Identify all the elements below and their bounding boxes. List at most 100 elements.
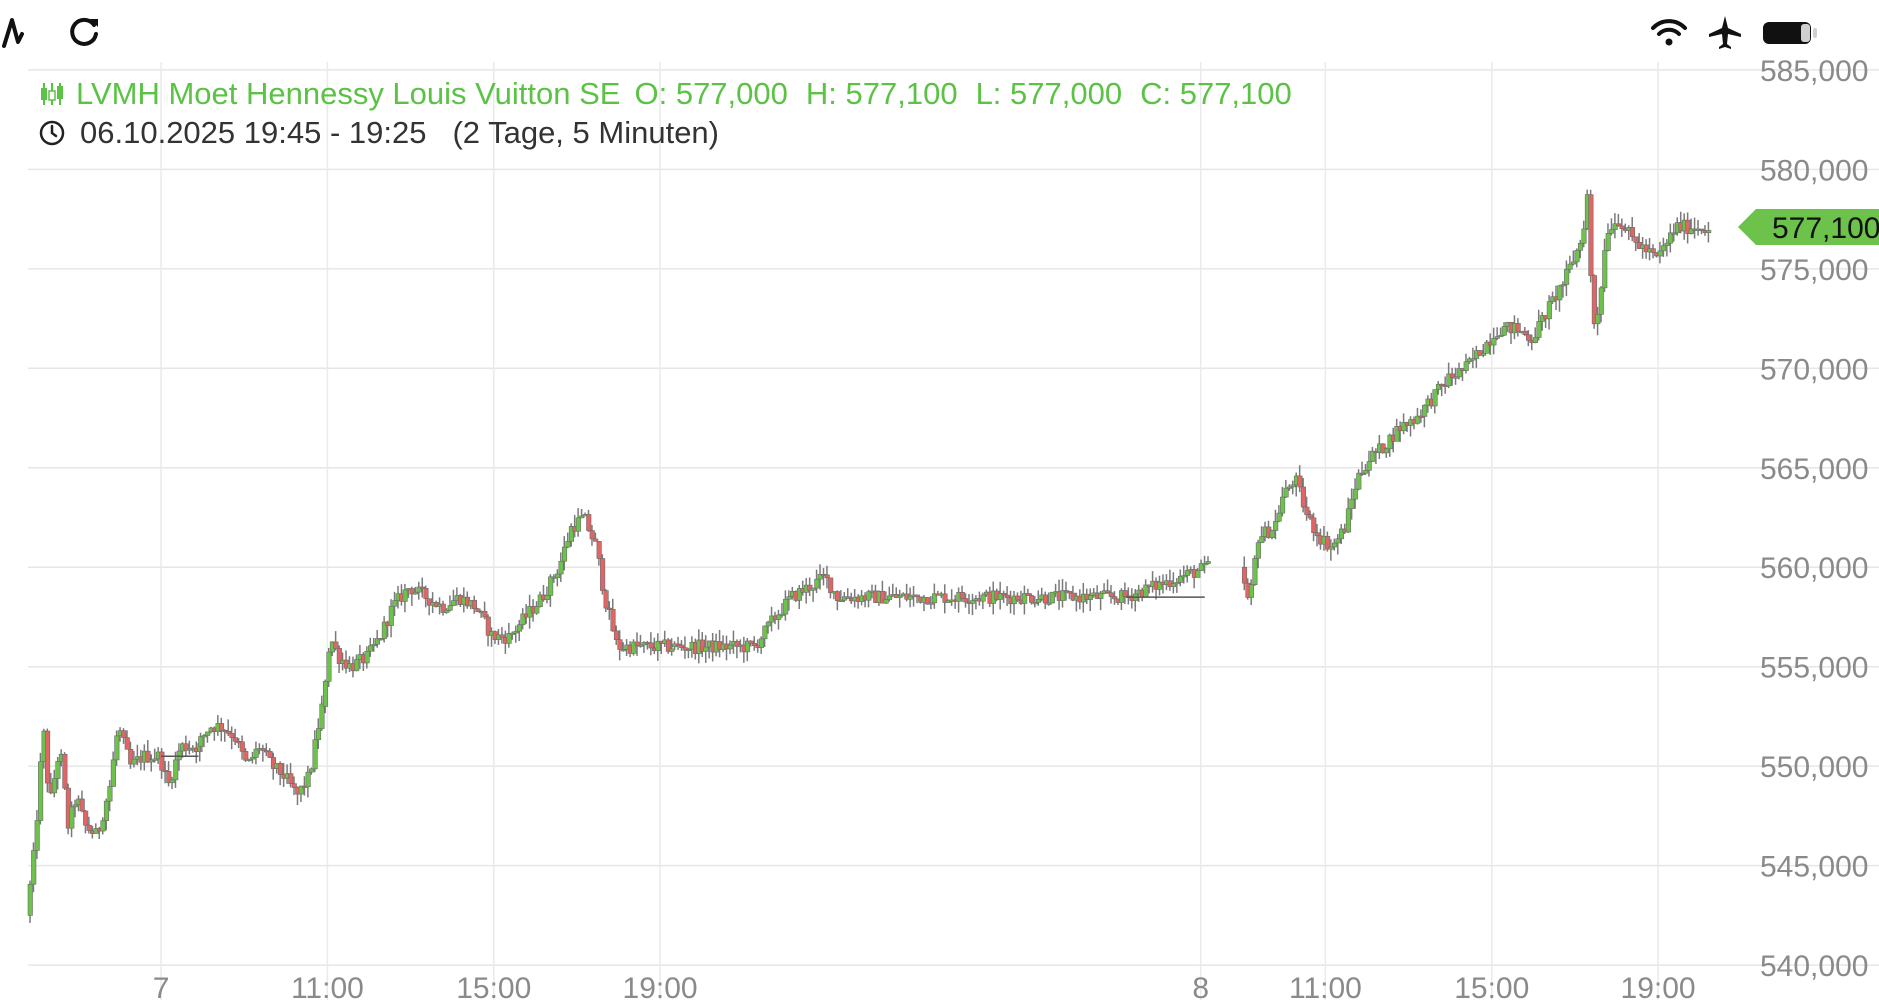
candle-body	[1046, 602, 1052, 605]
candle-body	[419, 586, 426, 589]
candle-body	[107, 786, 113, 802]
x-tick-label: 19:00	[1621, 972, 1696, 1005]
candle-body	[1612, 223, 1618, 230]
candle-body	[291, 783, 297, 788]
candle-body	[634, 641, 640, 647]
candle-body	[1202, 563, 1208, 566]
x-tick-label: 15:00	[1454, 972, 1529, 1005]
candle-body	[620, 649, 626, 652]
candle-body	[354, 659, 360, 672]
candle-body	[333, 641, 339, 649]
candle-body	[1307, 514, 1313, 519]
candle-body	[516, 624, 523, 632]
candle-body	[980, 594, 986, 602]
candle-body	[1174, 582, 1180, 585]
candle-body	[810, 587, 816, 591]
candle-body	[510, 632, 516, 635]
candle-body	[1049, 591, 1055, 604]
candle-body	[131, 758, 137, 765]
x-tick-label: 11:00	[291, 972, 364, 1005]
candle-body	[416, 586, 422, 593]
candle-body	[69, 806, 75, 829]
candle-body	[270, 757, 277, 769]
candle-body	[1108, 592, 1114, 597]
candle-body	[205, 731, 211, 736]
candle-body	[817, 574, 823, 580]
candle-body	[914, 594, 920, 598]
candle-body	[1259, 536, 1265, 543]
y-tick-label: 545,000	[1760, 851, 1868, 884]
candle-body	[315, 728, 322, 741]
candle-body	[537, 594, 543, 608]
candle-body	[72, 804, 78, 808]
candle-body	[114, 735, 120, 761]
candle-body	[568, 526, 574, 542]
candle-body	[1195, 570, 1201, 578]
candle-body	[959, 591, 965, 599]
candle-body	[617, 639, 623, 650]
candle-body	[748, 640, 754, 644]
y-tick-label: 550,000	[1760, 751, 1868, 784]
candle-body	[169, 779, 175, 784]
candle-body	[880, 590, 886, 604]
candle-body	[1515, 323, 1521, 332]
candle-body	[997, 592, 1003, 600]
activity-icon[interactable]	[0, 12, 40, 52]
candle-body	[520, 613, 526, 626]
candle-body	[1273, 520, 1279, 531]
refresh-icon[interactable]	[64, 12, 104, 52]
y-tick-label: 580,000	[1760, 154, 1868, 187]
candle-body	[586, 514, 592, 531]
candle-body	[783, 598, 789, 615]
candle-body	[374, 638, 381, 645]
chart-header: LVMH Moet Hennessy Louis Vuitton SE O: 5…	[38, 74, 1292, 152]
candle-body	[1688, 228, 1694, 234]
candle-body	[381, 621, 387, 639]
candle-body	[932, 593, 938, 604]
candle-body	[440, 603, 446, 613]
candle-body	[1498, 334, 1504, 338]
candle-body	[1574, 250, 1580, 263]
x-tick-label: 11:00	[1289, 972, 1362, 1005]
candle-body	[727, 644, 733, 650]
candle-body	[631, 641, 637, 654]
candle-body	[1668, 232, 1674, 244]
candle-body	[1345, 508, 1351, 533]
status-bar	[0, 0, 1879, 60]
candle-body	[1022, 593, 1028, 604]
candle-body	[364, 650, 370, 664]
candle-body	[807, 584, 813, 591]
candle-body	[1332, 542, 1338, 548]
candle-body	[1112, 596, 1118, 600]
candle-body	[600, 558, 606, 591]
candle-body	[447, 605, 453, 611]
candle-body	[305, 771, 311, 788]
candle-body	[319, 703, 325, 729]
candle-body	[1198, 563, 1204, 571]
candle-body	[1661, 245, 1667, 252]
candle-body	[589, 530, 595, 540]
candle-body	[1241, 566, 1248, 584]
candle-body	[963, 598, 969, 603]
candle-body	[669, 648, 675, 652]
candle-body	[55, 761, 61, 779]
y-tick-label: 570,000	[1760, 353, 1868, 386]
candle-body	[1491, 338, 1497, 346]
clock-icon	[39, 120, 65, 146]
candle-body	[679, 644, 685, 648]
candle-body	[1633, 236, 1639, 243]
candle-body	[762, 625, 768, 640]
candle-body	[1629, 227, 1636, 238]
candle-body	[128, 749, 134, 765]
candle-body	[1456, 368, 1462, 378]
candle-body	[1609, 229, 1615, 234]
candle-body	[253, 748, 259, 758]
candle-body	[575, 517, 581, 532]
candle-body	[1387, 434, 1393, 450]
candle-body	[1422, 404, 1428, 417]
candle-body	[897, 595, 903, 598]
candle-body	[796, 588, 803, 601]
candle-body	[734, 641, 740, 647]
candle-body	[288, 773, 294, 784]
